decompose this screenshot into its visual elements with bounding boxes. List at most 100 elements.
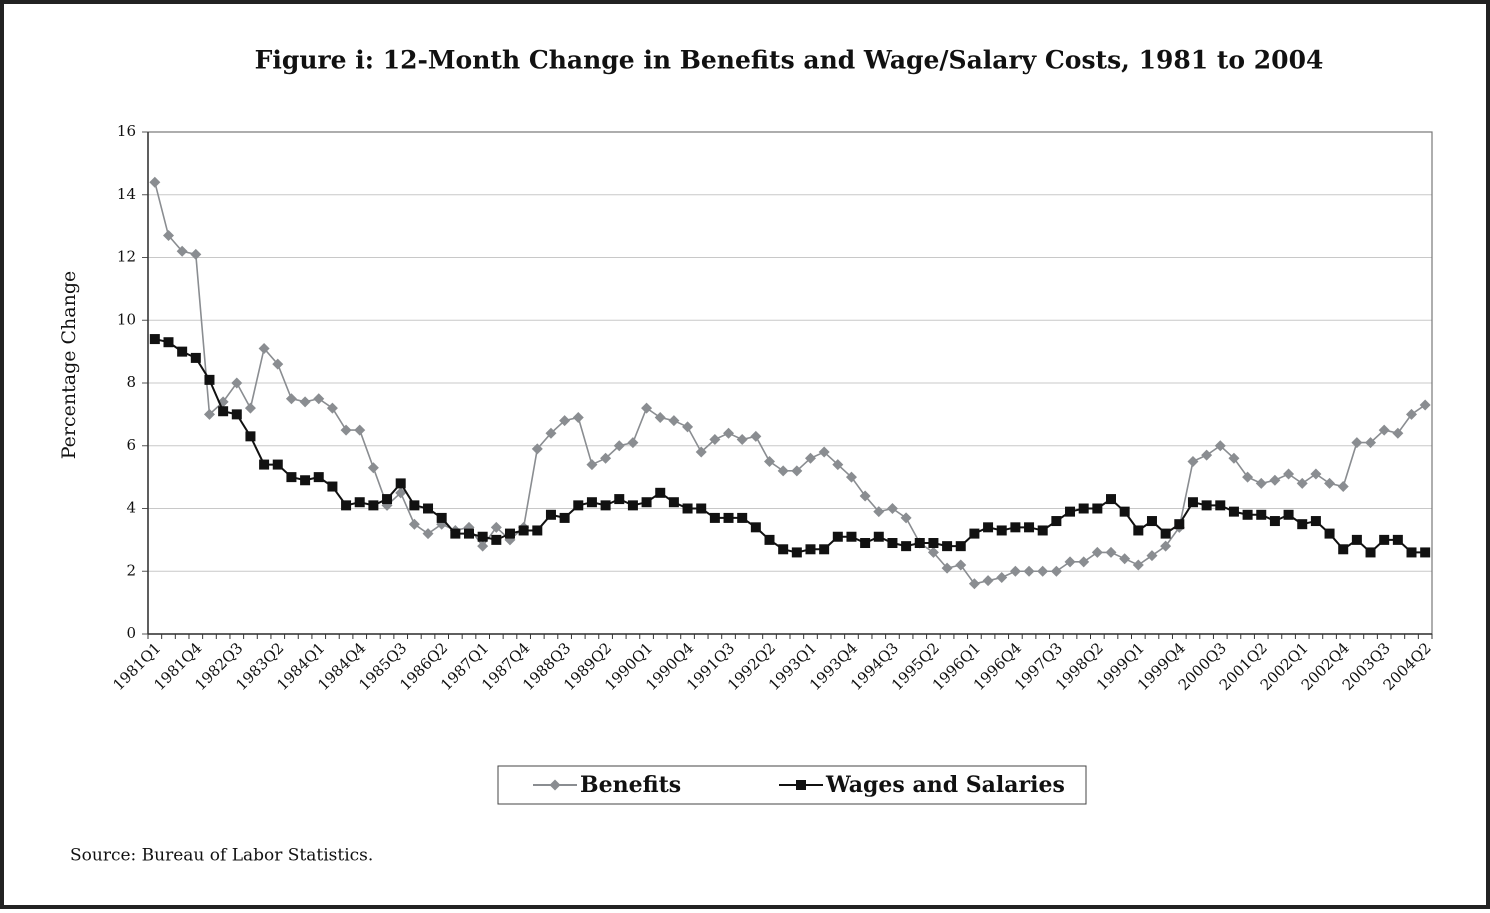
point — [1420, 547, 1431, 558]
point — [395, 487, 407, 499]
point — [586, 497, 597, 508]
point — [1092, 503, 1103, 514]
point — [572, 412, 584, 424]
y-axis-label: Percentage Change — [58, 271, 80, 460]
point — [887, 538, 898, 549]
point — [641, 497, 652, 508]
point — [163, 337, 174, 348]
point — [1215, 500, 1226, 511]
point — [996, 572, 1008, 584]
point — [1269, 474, 1281, 486]
point — [176, 245, 188, 257]
point — [614, 494, 625, 505]
legend-marker — [549, 779, 561, 791]
point — [736, 433, 748, 445]
legend-marker — [796, 780, 806, 790]
point — [531, 443, 543, 455]
point — [1242, 509, 1253, 520]
point — [299, 396, 311, 408]
point — [1024, 522, 1035, 533]
point — [258, 342, 270, 354]
point — [969, 528, 980, 539]
point — [860, 538, 871, 549]
point — [627, 437, 639, 449]
point — [545, 427, 557, 439]
point — [1051, 516, 1062, 527]
point — [1406, 547, 1417, 558]
point — [695, 446, 707, 458]
point — [395, 478, 406, 489]
point — [245, 431, 256, 442]
point — [532, 525, 543, 536]
point — [804, 452, 816, 464]
point — [791, 547, 802, 558]
y-tick-label: 6 — [126, 436, 136, 454]
point — [313, 393, 325, 405]
y-tick-label: 8 — [126, 373, 136, 391]
point — [1132, 559, 1144, 571]
point — [586, 459, 598, 471]
point — [764, 534, 775, 545]
point — [901, 541, 912, 552]
point — [1037, 525, 1048, 536]
point — [464, 528, 474, 539]
point — [900, 512, 912, 524]
point — [204, 374, 215, 385]
point — [819, 544, 830, 555]
point — [1106, 494, 1116, 505]
point — [327, 481, 338, 492]
point — [1378, 424, 1390, 436]
point — [600, 452, 612, 464]
point — [1296, 477, 1308, 489]
point — [873, 506, 885, 518]
point — [1256, 509, 1267, 520]
point — [941, 562, 953, 574]
point — [518, 525, 529, 536]
point — [682, 503, 693, 514]
point — [873, 531, 884, 542]
point — [1228, 506, 1239, 517]
point — [573, 500, 584, 511]
point — [1392, 427, 1404, 439]
point — [423, 503, 434, 514]
point — [149, 176, 161, 188]
point — [709, 512, 720, 523]
point — [1297, 519, 1308, 530]
point — [955, 541, 966, 552]
point — [450, 528, 461, 539]
y-tick-label: 16 — [117, 122, 136, 140]
point — [341, 500, 352, 511]
point — [285, 393, 297, 405]
point — [845, 471, 857, 483]
legend-label: Wages and Salaries — [825, 772, 1065, 798]
point — [1078, 503, 1089, 514]
point — [1283, 509, 1294, 520]
point — [286, 472, 297, 483]
point — [859, 490, 871, 502]
point — [709, 433, 721, 445]
point — [1160, 528, 1171, 539]
point — [259, 459, 270, 470]
point — [886, 503, 898, 514]
point — [1338, 544, 1349, 555]
point — [600, 500, 611, 511]
point — [1201, 449, 1213, 461]
point — [1119, 553, 1131, 565]
point — [490, 521, 502, 533]
point — [354, 497, 365, 508]
point — [408, 518, 420, 530]
point — [382, 494, 393, 505]
point — [231, 409, 242, 420]
point — [723, 427, 735, 439]
point — [982, 575, 994, 587]
point — [559, 512, 570, 523]
point — [737, 512, 748, 523]
point — [354, 424, 366, 436]
point — [1324, 528, 1335, 539]
point — [696, 503, 707, 514]
point — [1365, 547, 1376, 558]
point — [1310, 468, 1322, 480]
point — [218, 406, 229, 417]
point — [1242, 471, 1254, 483]
